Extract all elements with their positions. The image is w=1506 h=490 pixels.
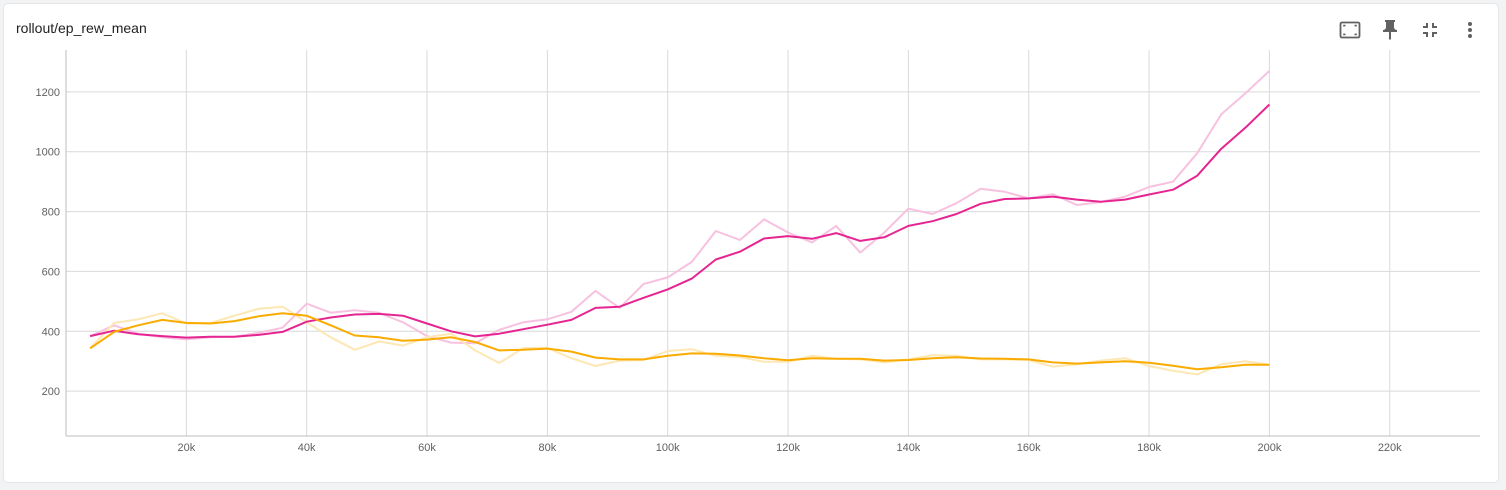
y-tick-label: 1000 <box>36 147 60 159</box>
y-tick-label: 200 <box>42 386 60 398</box>
series-1-raw-line <box>89 305 1270 376</box>
pin-icon <box>1383 20 1397 40</box>
x-tick-label: 120k <box>776 442 800 454</box>
y-tick-label: 400 <box>42 326 60 338</box>
series-1-smoothed-line <box>89 312 1270 371</box>
x-tick-label: 20k <box>177 442 195 454</box>
y-tick-label: 600 <box>42 266 60 278</box>
collapse-icon <box>1423 23 1437 37</box>
card-toolbar <box>1336 16 1484 44</box>
scalar-card: rollout/ep_rew_mean <box>4 4 1498 482</box>
x-tick-label: 100k <box>656 442 680 454</box>
more-options-button[interactable] <box>1456 16 1484 44</box>
fit-to-data-icon <box>1339 21 1361 39</box>
x-tick-label: 160k <box>1017 442 1041 454</box>
more-vert-icon <box>1468 22 1472 38</box>
collapse-button[interactable] <box>1416 16 1444 44</box>
x-tick-label: 40k <box>298 442 316 454</box>
y-tick-label: 800 <box>42 207 60 219</box>
card-title: rollout/ep_rew_mean <box>16 20 147 36</box>
series-0-smoothed-line <box>89 103 1271 339</box>
x-tick-label: 140k <box>896 442 920 454</box>
x-tick-label: 60k <box>418 442 436 454</box>
series-0-raw-line <box>89 70 1271 345</box>
y-tick-label: 1200 <box>36 87 60 99</box>
x-tick-label: 180k <box>1137 442 1161 454</box>
x-tick-label: 220k <box>1378 442 1402 454</box>
pin-button[interactable] <box>1376 16 1404 44</box>
x-tick-label: 200k <box>1257 442 1281 454</box>
fit-to-data-button[interactable] <box>1336 16 1364 44</box>
x-tick-label: 80k <box>538 442 556 454</box>
